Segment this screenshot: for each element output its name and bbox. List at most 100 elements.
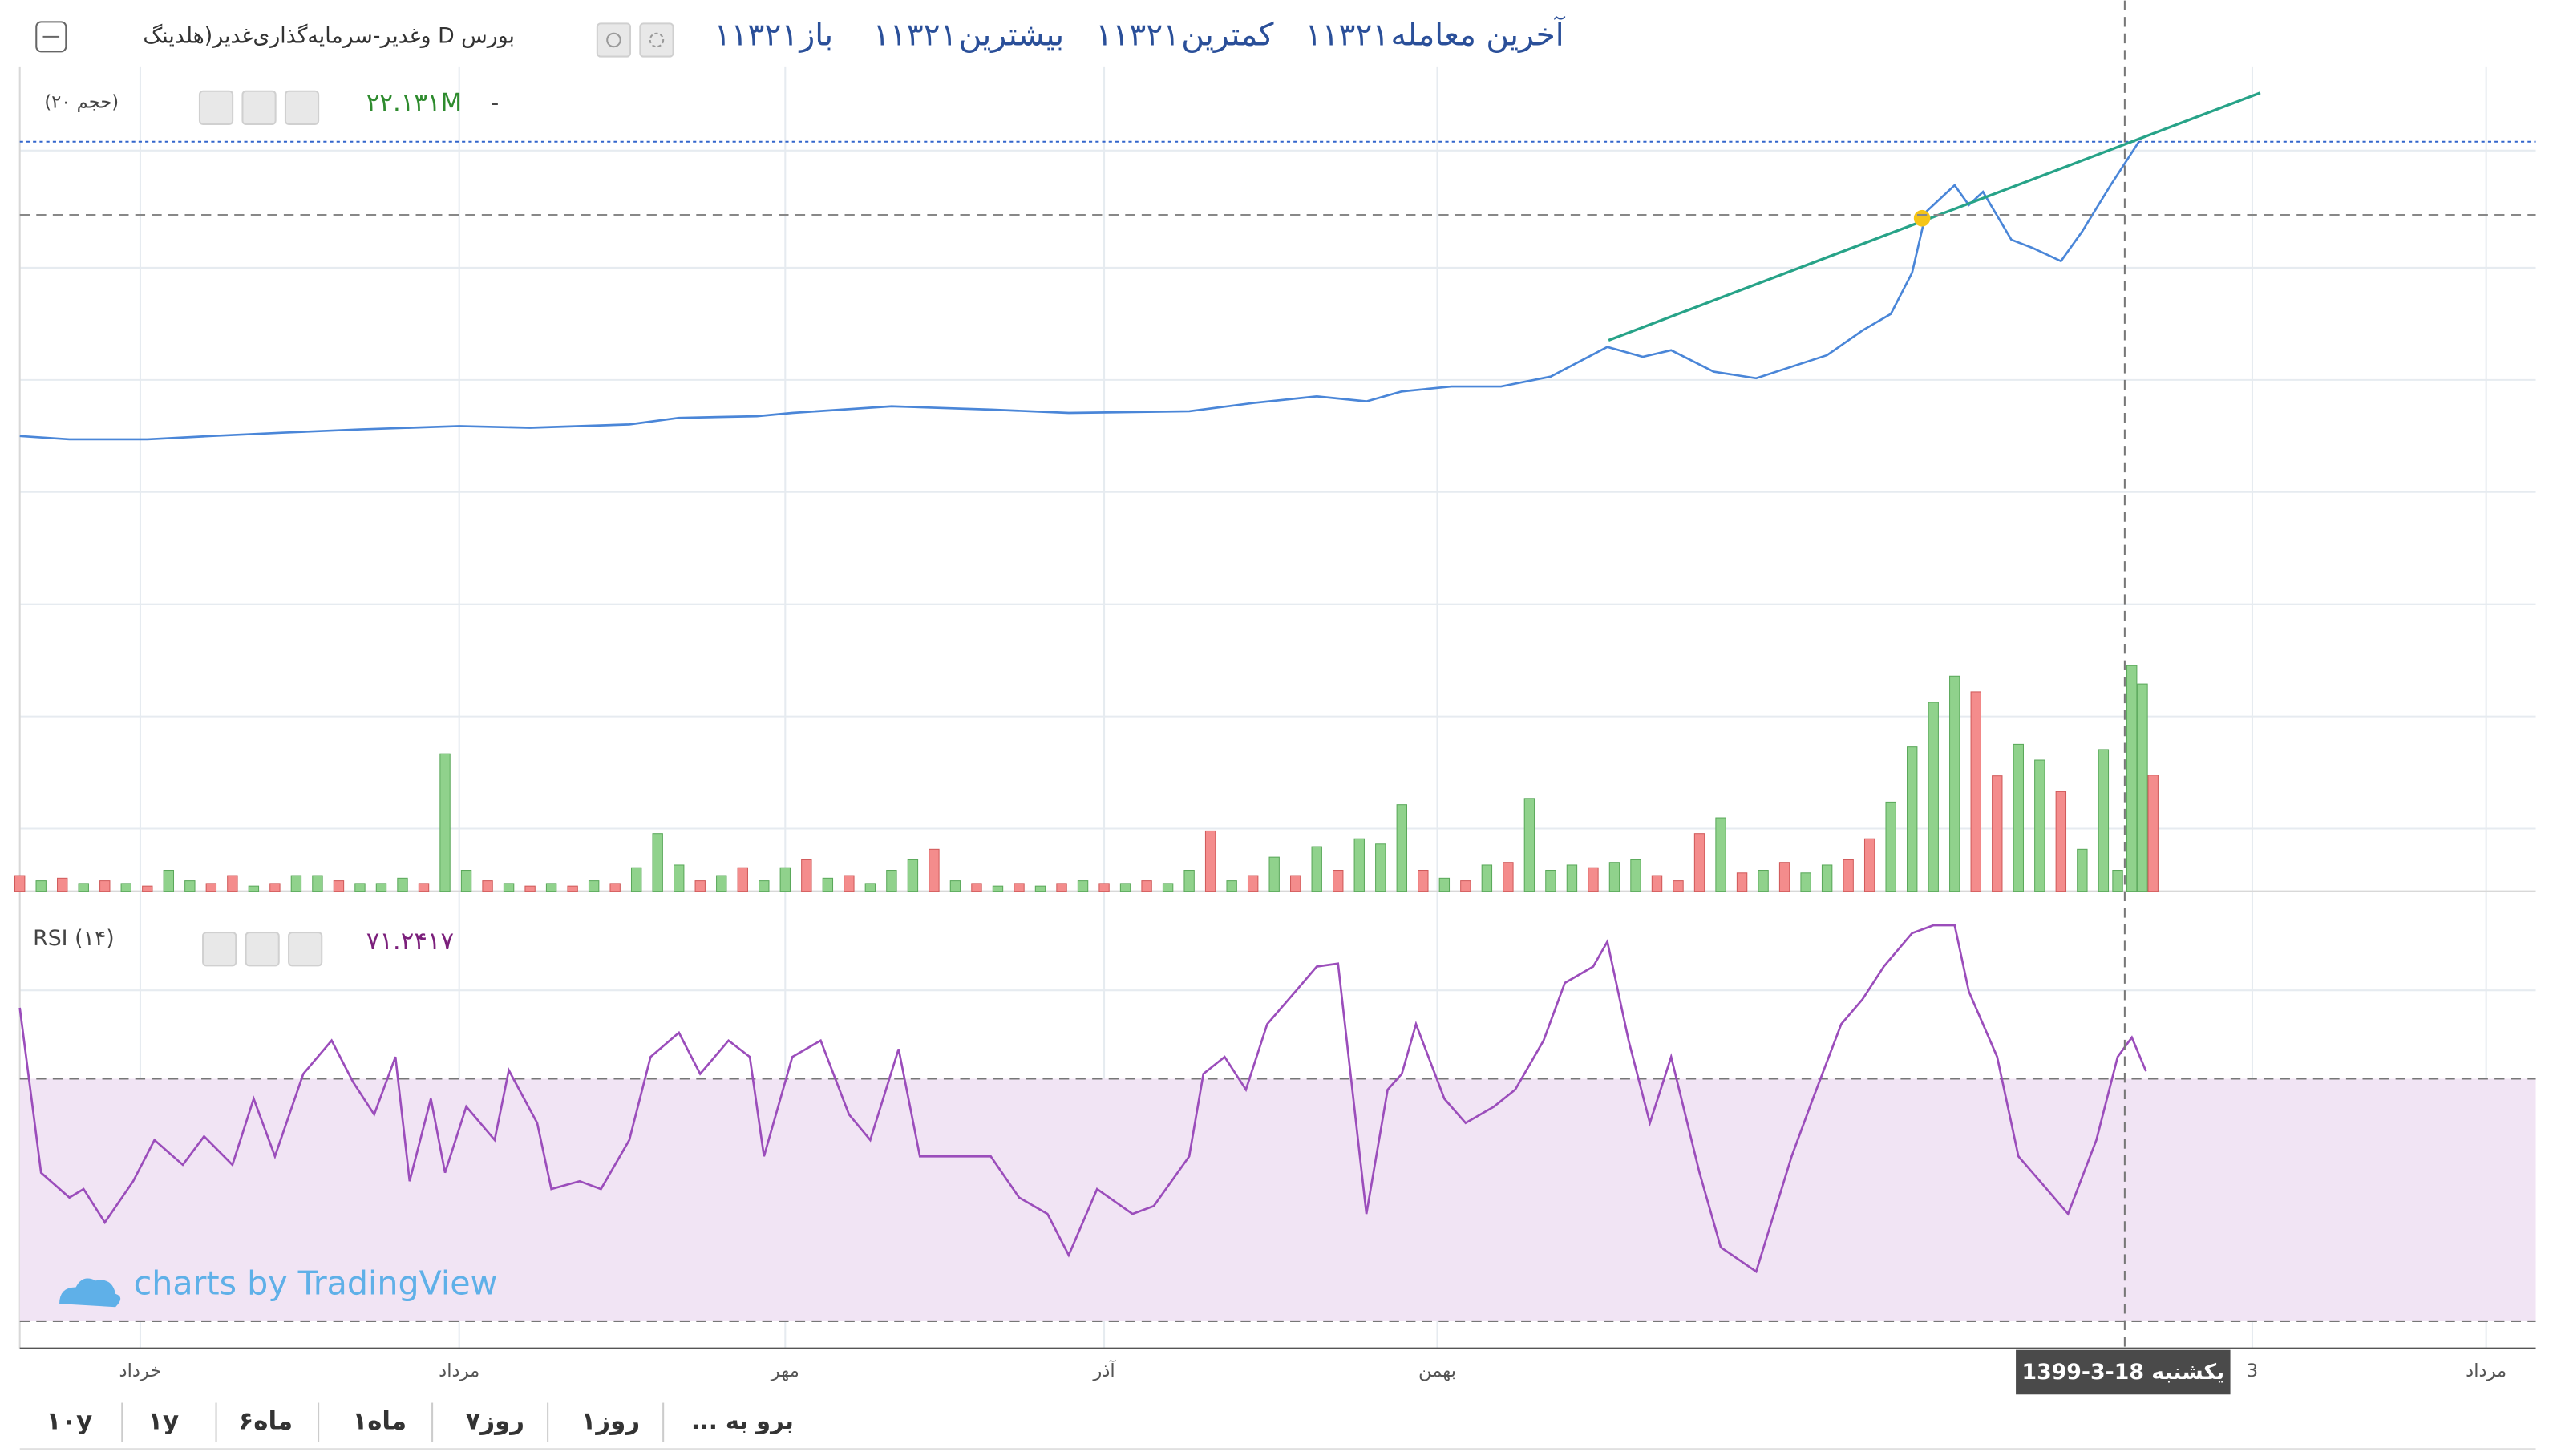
volume-bar — [1375, 843, 1386, 892]
volume-bar — [57, 877, 68, 892]
volume-bar — [1715, 817, 1726, 892]
volume-bar — [1481, 864, 1493, 892]
volume-bar — [375, 883, 387, 892]
trend-point[interactable] — [1913, 209, 1931, 227]
volume-bar — [992, 885, 1004, 892]
goto-button[interactable]: ... برو به — [691, 1407, 794, 1434]
visibility-button[interactable] — [596, 22, 632, 58]
stat-value: ۱۱۳۲۱ — [714, 17, 798, 53]
volume-bar — [588, 880, 600, 892]
volume-bar — [2077, 848, 2088, 892]
volume-bar — [1418, 870, 1429, 892]
volume-bar — [716, 875, 727, 892]
settings-button[interactable] — [639, 22, 674, 58]
volume-bar — [822, 877, 834, 892]
volume-bar — [1503, 862, 1514, 892]
volume-bar — [1758, 870, 1769, 892]
range-button[interactable]: ۶ماه — [238, 1407, 293, 1436]
volume-bar — [1970, 691, 1981, 892]
x-tick-label: 3 — [2247, 1361, 2258, 1381]
volume-bar — [460, 870, 472, 892]
range-button[interactable]: ۱روز — [581, 1407, 641, 1436]
volume-bar — [290, 875, 302, 892]
volume-bar — [2137, 683, 2148, 892]
volume-bar — [1014, 883, 1025, 892]
volume-bar — [1183, 870, 1195, 892]
volume-bar — [779, 867, 791, 892]
watermark[interactable]: charts by TradingView — [134, 1264, 498, 1302]
rsi-legend-name: RSI (۱۴) — [33, 926, 115, 951]
settings-button[interactable] — [241, 90, 277, 125]
volume-bar — [2055, 791, 2067, 892]
volume-bar — [886, 870, 897, 892]
remove-button[interactable] — [288, 932, 323, 967]
price-stats: آخرین معامله۱۱۳۲۱کمترین۱۱۳۲۱بیشترین۱۱۳۲۱… — [714, 15, 1565, 53]
volume-bar — [864, 883, 876, 892]
range-button[interactable]: ۷روز — [466, 1407, 525, 1436]
x-tick-label: خرداد — [119, 1361, 162, 1381]
volume-bar — [120, 883, 131, 892]
eye-icon — [606, 32, 621, 48]
volume-bar — [1460, 880, 1471, 892]
volume-bar — [1693, 833, 1705, 892]
range-button[interactable]: ۱ماه — [352, 1407, 407, 1436]
volume-bar — [269, 883, 281, 892]
trend-line[interactable] — [1608, 91, 2261, 342]
crosshair-label: یکشنبه 18-3-1399 — [2022, 1360, 2225, 1385]
volume-bar — [652, 833, 663, 892]
watermark-logo — [59, 1278, 121, 1308]
volume-bar — [503, 883, 515, 892]
settings-button[interactable] — [245, 932, 280, 967]
stat-label: بیشترین — [959, 17, 1065, 53]
volume-legend-name: (حجم ۲۰) — [44, 92, 119, 113]
volume-bar — [949, 880, 961, 892]
symbol-title: بورس D وغدیر-سرمایه‌گذاری‌غدیر(هلدینگ — [143, 23, 515, 48]
volume-bar — [1778, 862, 1790, 892]
volume-bar — [1821, 864, 1833, 892]
volume-bar — [333, 880, 345, 892]
volume-bar — [1119, 883, 1131, 892]
remove-button[interactable] — [284, 90, 320, 125]
visibility-button[interactable] — [202, 932, 237, 967]
range-toolbar: ۱۰y ۱y ۶ماه ۱ماه ۷روز ۱روز ... برو به — [47, 1402, 794, 1442]
volume-bar — [929, 848, 940, 892]
volume-bar — [1523, 798, 1535, 892]
volume-bar — [1588, 867, 1599, 892]
stat-label: باز — [798, 17, 833, 53]
crosshair-label-box — [2016, 1349, 2231, 1395]
volume-bar — [759, 880, 770, 892]
volume-bar — [1311, 846, 1322, 892]
volume-bar — [545, 883, 557, 892]
volume-bar — [1162, 883, 1174, 892]
visibility-button[interactable] — [198, 90, 234, 125]
volume-bar — [354, 883, 366, 892]
stat-value: ۱۱۳۲۱ — [873, 17, 957, 53]
volume-bar — [1333, 870, 1344, 892]
plot-marks — [14, 140, 2536, 1322]
volume-bar — [418, 883, 430, 892]
volume-bar — [630, 867, 642, 892]
range-button[interactable]: ۱y — [148, 1407, 179, 1436]
crosshair: یکشنبه 18-3-1399 — [2016, 0, 2231, 1395]
volume-bar — [184, 880, 196, 892]
volume-bar — [227, 875, 238, 892]
volume-bar — [163, 870, 175, 892]
volume-bar — [1673, 880, 1684, 892]
stat-label: آخرین معامله — [1390, 15, 1565, 53]
volume-bar — [2147, 775, 2159, 892]
stat-value: ۱۱۳۲۱ — [1095, 17, 1179, 53]
x-tick-label: مهر — [771, 1361, 799, 1381]
volume-bar — [737, 867, 748, 892]
volume-bar — [1077, 880, 1089, 892]
volume-bar — [1736, 872, 1748, 892]
volume-bar — [1630, 859, 1641, 892]
volume-bar — [2034, 759, 2045, 892]
volume-bar — [1608, 862, 1620, 892]
volume-bar — [1863, 838, 1875, 892]
stat-value: ۱۱۳۲۱ — [1305, 17, 1389, 53]
volume-bar — [1928, 702, 1939, 892]
volume-bar — [78, 883, 89, 892]
range-button[interactable]: ۱۰y — [47, 1407, 93, 1436]
